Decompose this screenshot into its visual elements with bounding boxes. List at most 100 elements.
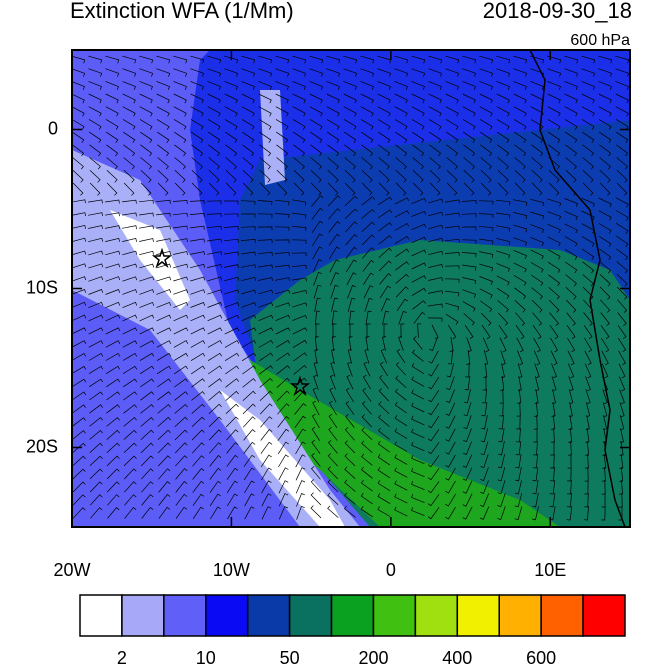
wind-barb [311,207,324,220]
wind-barb [314,297,321,312]
wind-barb [567,337,576,353]
wind-barb [445,212,460,217]
wind-barb [191,169,203,183]
wind-barb [598,55,613,64]
wind-barb [547,261,561,273]
wind-barb [479,106,493,117]
wind-barb [224,340,240,348]
wind-barb [157,442,171,454]
wind-barb [497,480,506,495]
wind-barb [173,93,187,104]
wind-barb [258,340,274,348]
wind-barb [429,157,441,170]
wind-barb [240,226,256,231]
wind-barb [72,131,85,143]
wind-barb [123,182,135,196]
wind-barb [531,157,543,170]
wind-barb [360,492,373,505]
wind-barb [479,68,494,77]
wind-barb [394,454,408,465]
wind-barb [106,429,120,440]
wind-barb [276,169,288,183]
wind-barb [530,119,544,130]
wind-barb [207,289,223,295]
wind-barb [615,210,629,221]
wind-barb [360,106,374,117]
wind-barb [207,340,223,348]
wind-barb [395,157,407,170]
wind-barb [173,238,188,243]
wind-barb [412,169,424,183]
wind-barb [532,453,539,469]
wind-barb [616,248,629,261]
wind-barb [531,169,543,183]
wind-barb [90,507,103,519]
wind-barb [345,414,355,428]
wind-barb [326,93,340,104]
wind-barb [224,93,238,104]
wind-barb [361,453,373,466]
wind-barb [466,350,471,365]
wind-barb [531,131,544,143]
wind-barb [568,415,573,430]
wind-barb [140,429,154,440]
wind-barb [496,119,510,130]
wind-barb [88,55,103,64]
wind-barb [398,310,407,325]
wind-barb [258,119,272,130]
wind-barb [482,375,487,391]
wind-barb [139,340,155,348]
wind-barb [343,55,358,64]
wind-barb [514,169,526,183]
wind-barb [428,55,443,64]
wind-barb [293,144,306,157]
wind-barb [429,131,442,143]
wind-barb [274,199,290,206]
wind-barb [292,68,307,77]
wind-barb [462,81,476,90]
wind-barb [140,378,155,388]
wind-barb [157,429,171,441]
wind-barb [360,479,373,492]
colorbar-label: 2 [117,648,127,667]
wind-barb [122,263,138,269]
wind-barb [564,249,578,260]
wind-barb [461,252,477,258]
wind-barb [411,236,427,244]
wind-barb [581,236,595,247]
wind-barb [517,350,524,366]
wind-barb [88,301,104,309]
wind-barb [331,310,338,326]
wind-barb [548,299,560,313]
wind-barb [156,263,171,269]
wind-barb [156,340,172,348]
wind-barb [275,106,289,117]
wind-barb [445,119,459,130]
colorbar-box [246,594,291,637]
wind-barb [395,248,409,258]
wind-barb [257,213,273,218]
wind-barb [378,247,392,258]
wind-barb [192,506,204,519]
wind-barb [241,81,255,90]
wind-barb [106,131,119,143]
wind-barb [465,362,470,378]
wind-barb [191,391,205,401]
y-tick-label: 20S [26,436,58,456]
wind-barb [210,506,221,520]
wind-barb [619,389,625,405]
x-tick-label: 10E [534,560,566,580]
wind-barb [496,263,510,272]
wind-barb [140,182,152,196]
wind-barb [567,466,572,482]
wind-barb [482,337,490,353]
wind-barb [513,93,527,104]
wind-barb [106,468,120,480]
wind-barb [514,131,527,143]
wind-barb [123,404,137,414]
wind-barb [345,234,358,246]
wind-barb [123,391,138,401]
wind-barb [618,479,623,495]
wind-barb [192,493,205,506]
wind-barb [583,325,593,339]
